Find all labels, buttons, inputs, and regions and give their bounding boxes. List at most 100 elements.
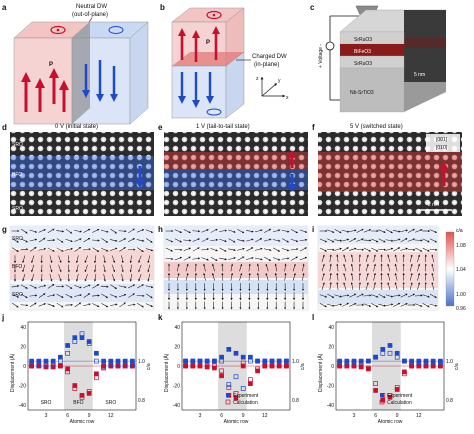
panel-letter-l: l — [312, 313, 314, 322]
panel-i: i c/a 1.08 1.04 1.00 0.96 — [312, 225, 466, 312]
displacement-arrow — [350, 254, 354, 263]
displacement-arrow — [358, 282, 361, 290]
displacement-arrow — [378, 229, 386, 233]
experiment-point — [226, 347, 232, 352]
direction-010: [010] — [436, 145, 448, 151]
calculation-point — [50, 362, 56, 368]
displacement-arrow — [263, 248, 272, 252]
y-tick-label: -20 — [327, 384, 334, 390]
displacement-arrow — [255, 238, 263, 243]
polarization-out-icon — [50, 25, 66, 35]
blue-overlay-e — [164, 170, 308, 190]
displacement-arrow — [74, 246, 82, 252]
displacement-arrow — [165, 238, 174, 243]
y2-tick-label: 0.8 — [446, 398, 453, 404]
displacement-arrow — [83, 303, 91, 307]
experiment-point — [416, 363, 422, 369]
displacement-arrow — [56, 247, 64, 252]
displacement-arrow — [20, 293, 28, 299]
calculation-point — [262, 358, 268, 364]
up-arrow-e — [287, 150, 297, 158]
displacement-arrow — [350, 263, 354, 272]
experiment-point — [94, 350, 99, 356]
displacement-arrow — [373, 263, 376, 272]
polarization-dot-icon — [56, 28, 60, 32]
displacement-arrow — [348, 229, 357, 233]
calculation-point — [337, 363, 342, 369]
displacement-vectors-h — [165, 228, 308, 310]
displacement-arrow — [211, 263, 215, 272]
colorbar-tick-1: 1.08 — [456, 243, 466, 249]
displacement-arrow — [237, 256, 245, 261]
y-axis-label: Displacement (Å) — [317, 353, 324, 392]
experiment-point — [204, 364, 210, 370]
displacement-arrow — [239, 263, 243, 272]
displacement-arrow — [84, 264, 88, 273]
displacement-arrow — [56, 293, 64, 298]
calculation-point — [423, 363, 429, 369]
displacement-arrow — [246, 238, 254, 242]
calculation-point — [197, 363, 203, 369]
displacement-arrow — [136, 303, 144, 308]
displacement-arrow — [111, 255, 116, 263]
y-tick-label: -40 — [19, 403, 26, 409]
charged-domain-wall — [172, 52, 244, 66]
layer-bfo-d: BFO — [12, 172, 22, 178]
lower-domain-b — [171, 65, 227, 119]
displacement-arrow — [272, 239, 281, 242]
calculation-point — [58, 363, 63, 369]
calculation-point — [94, 358, 99, 364]
displacement-arrow — [349, 238, 357, 243]
displacement-arrow — [281, 230, 290, 233]
experiment-point — [262, 363, 268, 369]
displacement-arrow — [111, 273, 116, 282]
displacement-arrow — [431, 282, 435, 290]
displacement-arrow — [281, 248, 290, 252]
calculation-point — [86, 341, 92, 346]
calculation-point — [262, 363, 268, 369]
displacement-arrow — [321, 282, 325, 290]
displacement-arrow — [327, 293, 335, 298]
displacement-arrow — [129, 255, 132, 264]
displacement-arrow — [121, 255, 124, 264]
panel-g: g SRO BFO SRO — [2, 225, 155, 311]
legend-calc-label: Calculation — [233, 400, 258, 406]
displacement-arrow — [56, 302, 64, 308]
displacement-arrow — [118, 285, 127, 289]
displacement-arrow — [409, 254, 413, 263]
displacement-arrow — [138, 255, 142, 263]
experiment-point — [394, 350, 400, 356]
experiment-point — [366, 366, 371, 372]
experiment-point — [373, 354, 378, 360]
neutral-domain-wall — [72, 22, 90, 124]
experiment-point — [284, 363, 289, 369]
direction-001: [001] — [436, 137, 448, 143]
displacement-arrow — [67, 255, 70, 264]
displacement-arrow — [29, 238, 38, 242]
displacement-arrow — [165, 247, 174, 252]
displacement-arrow — [47, 303, 55, 307]
ca-map-i-bfo — [318, 252, 438, 288]
displacement-arrow — [336, 282, 339, 290]
displacement-arrow — [38, 237, 46, 243]
charged-dw-sublabel: (in-plane) — [254, 62, 279, 68]
displacement-arrow — [422, 238, 430, 243]
panel-letter-a: a — [2, 3, 7, 12]
displacement-arrow — [58, 255, 62, 263]
calculation-point — [366, 358, 371, 364]
experiment-point — [240, 363, 246, 369]
y-tick-label: -40 — [173, 403, 180, 409]
displacement-arrow — [329, 272, 332, 281]
displacement-arrow — [394, 282, 398, 290]
displacement-arrow — [334, 303, 343, 306]
charged-dw-label: Charged DW — [252, 54, 287, 60]
calculation-point — [284, 358, 289, 364]
displacement-arrow — [284, 272, 287, 281]
displacement-arrow — [373, 272, 376, 281]
neutral-dw-sublabel: (out-of-plane) — [72, 12, 108, 18]
displacement-arrow — [319, 294, 328, 298]
displacement-arrow — [47, 284, 55, 289]
displacement-arrow — [128, 238, 136, 243]
y-tick-label: 40 — [20, 325, 26, 331]
displacement-arrow — [409, 282, 413, 290]
